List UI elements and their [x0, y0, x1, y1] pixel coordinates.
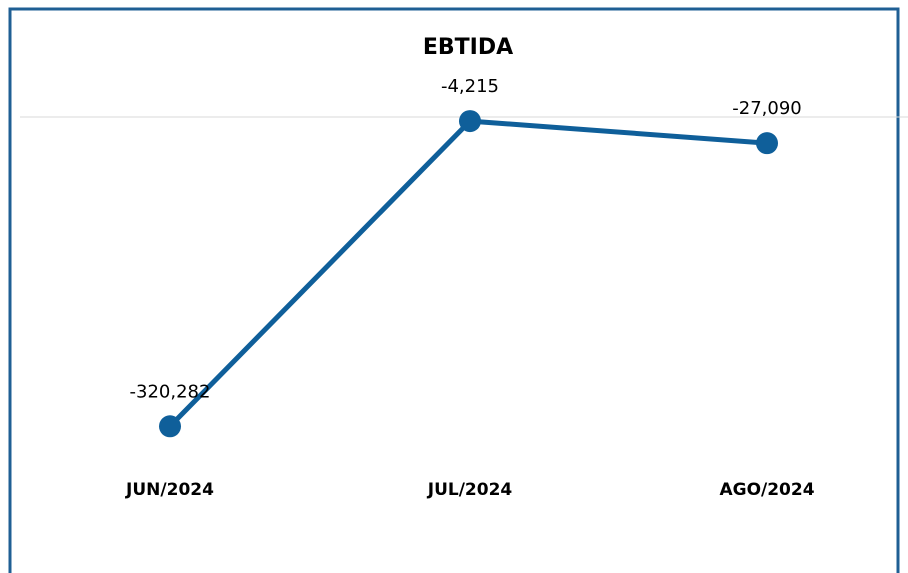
chart-title: EBTIDA [423, 35, 513, 60]
point [459, 110, 481, 133]
x-tick-label: JUL/2024 [427, 480, 513, 500]
x-tick-label: AGO/2024 [719, 480, 814, 500]
data-label: -320,282 [130, 381, 211, 402]
point [159, 415, 181, 438]
data-label: -4,215 [441, 76, 499, 97]
x-tick-label: JUN/2024 [125, 480, 214, 500]
point [756, 132, 778, 155]
line [168, 118, 768, 429]
data-label: -27,090 [732, 98, 801, 119]
frame [8, 7, 900, 573]
